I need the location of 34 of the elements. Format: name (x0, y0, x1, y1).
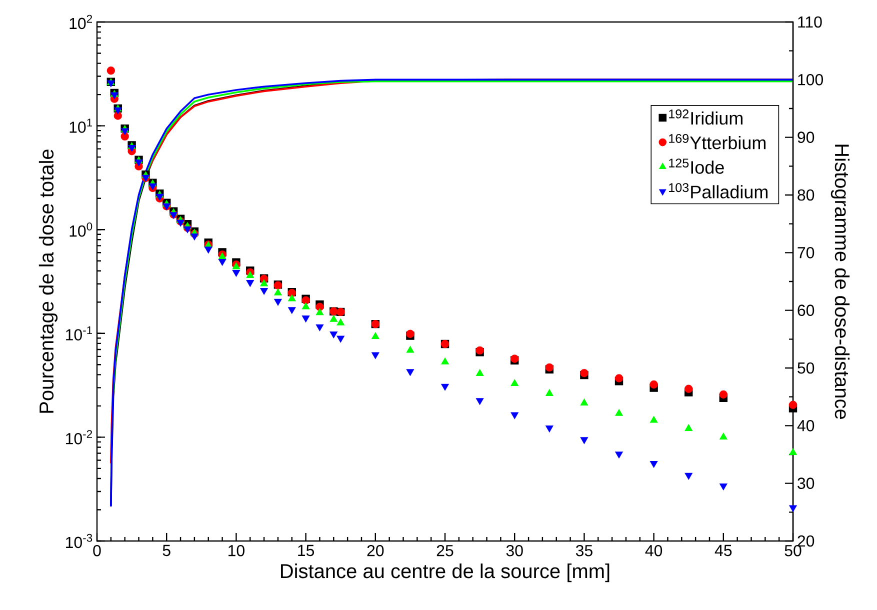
y-tick-label: 10$^{-3}$ (66, 534, 92, 548)
x-tick-label: 20 (367, 544, 384, 556)
x-tick-label: 0 (93, 544, 101, 556)
x-tick-label: 45 (714, 544, 732, 556)
y2-tick-label: 50 (798, 362, 814, 374)
legend-label: $^{103}$Palladium (669, 183, 768, 198)
y2-tick-label: 110 (798, 16, 822, 28)
y2-tick-label: 30 (798, 478, 814, 489)
y2-axis-title: Histogramme de dose-distance (830, 144, 850, 419)
y2-tick-label: 40 (797, 420, 814, 432)
x-tick-label: 40 (645, 544, 662, 556)
legend-label: $^{125}$Iode (669, 158, 724, 174)
x-axis-title: Distance au centre de la source [mm] (281, 564, 610, 582)
y-tick-label: 10$^{1}$ (70, 118, 92, 133)
y-tick-label: 10$^{-1}$ (66, 326, 92, 340)
x-tick-label: 25 (436, 544, 454, 556)
legend-label: $^{169}$Ytterbium (669, 134, 766, 150)
legend-label: $^{192}$Iridium (669, 109, 742, 125)
y-tick-label: 10$^{0}$ (70, 222, 92, 237)
y-tick-label: 10$^{2}$ (70, 14, 92, 30)
x-tick-label: 35 (576, 544, 592, 556)
x-tick-label: 30 (506, 544, 523, 556)
y2-tick-label: 80 (798, 189, 814, 201)
y2-tick-label: 90 (798, 132, 814, 143)
x-tick-label: 15 (298, 544, 314, 556)
y2-tick-label: 20 (798, 535, 814, 547)
y2-tick-label: 100 (798, 74, 823, 86)
x-tick-label: 10 (228, 544, 244, 556)
y-tick-label: 10$^{-2}$ (66, 430, 92, 444)
y-axis-title: Pourcentage de la dose totale (38, 150, 58, 413)
y2-tick-label: 60 (798, 304, 814, 316)
x-tick-label: 5 (162, 544, 170, 556)
x-tick-label: 50 (784, 544, 802, 556)
y2-tick-label: 70 (798, 247, 814, 258)
